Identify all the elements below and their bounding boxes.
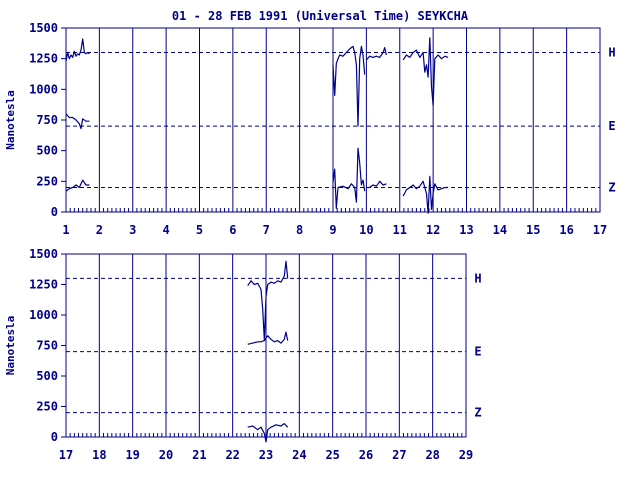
x-tick-label: 9 xyxy=(329,223,336,237)
series-h-trace xyxy=(332,45,366,127)
y-axis-label: Nanotesla xyxy=(4,316,17,376)
x-tick-label: 16 xyxy=(559,223,573,237)
baseline-label-z: Z xyxy=(474,406,481,420)
y-tick-label: 1500 xyxy=(29,247,58,261)
series-e-trace xyxy=(65,113,90,130)
x-tick-label: 25 xyxy=(325,448,339,462)
x-tick-label: 8 xyxy=(296,223,303,237)
panel-top: 1 2 3 4 5 6 7 8 9 10 11 12 13 14 15 16 17150012501000750… xyxy=(4,21,616,237)
series-z-trace xyxy=(402,175,449,214)
x-tick-label: 7 xyxy=(263,223,270,237)
x-tick-label: 5 xyxy=(196,223,203,237)
x-tick-label: 4 xyxy=(163,223,170,237)
y-tick-label: 1250 xyxy=(29,52,58,66)
x-tick-label: 3 xyxy=(129,223,136,237)
x-tick-label: 13 xyxy=(459,223,473,237)
x-tick-label: 20 xyxy=(159,448,173,462)
x-tick-label: 18 xyxy=(92,448,106,462)
y-tick-label: 750 xyxy=(36,339,58,353)
series-z-trace xyxy=(247,423,289,443)
x-tick-label: 21 xyxy=(192,448,206,462)
chart-title: 01 - 28 FEB 1991 (Universal Time) SEYKCH… xyxy=(172,9,469,23)
x-tick-label: 28 xyxy=(425,448,439,462)
panel-bottom: 17 18 19 20 21 22 23 24 25 26 27 28 29 1500 1250 1000 75… xyxy=(4,247,482,462)
x-tick-label: 12 xyxy=(426,223,440,237)
x-tick-label: 24 xyxy=(292,448,306,462)
baseline-label-h: H xyxy=(474,271,481,285)
x-tick-label: 2 xyxy=(96,223,103,237)
x-tick-label: 19 xyxy=(125,448,139,462)
y-tick-label: 500 xyxy=(36,144,58,158)
x-tick-label: 27 xyxy=(392,448,406,462)
x-tick-label: 6 xyxy=(229,223,236,237)
x-tick-label: 17 xyxy=(59,448,73,462)
series-h-trace xyxy=(247,260,289,340)
series-e-trace xyxy=(247,331,289,345)
x-tick-label: 15 xyxy=(526,223,540,237)
x-tick-label: 29 xyxy=(459,448,473,462)
baseline-label-h: H xyxy=(608,46,615,60)
series-h-trace xyxy=(365,46,387,61)
baseline-label-z: Z xyxy=(608,180,615,194)
series-z-trace xyxy=(366,180,387,189)
baseline-label-e: E xyxy=(608,119,615,133)
y-tick-label: 1000 xyxy=(29,308,58,322)
y-tick-label: 1250 xyxy=(29,278,58,292)
y-tick-label: 0 xyxy=(51,205,58,219)
series-z-trace xyxy=(65,179,90,192)
y-axis-label: Nanotesla xyxy=(4,90,17,150)
x-tick-label: 11 xyxy=(393,223,407,237)
x-tick-label: 1 xyxy=(62,223,69,237)
x-tick-label: 17 xyxy=(593,223,607,237)
y-tick-label: 1500 xyxy=(29,21,58,35)
series-h-trace xyxy=(402,37,449,106)
y-tick-label: 1000 xyxy=(29,82,58,96)
series-h-trace xyxy=(65,38,90,62)
baseline-label-e: E xyxy=(474,345,481,359)
series-z-trace xyxy=(332,147,366,209)
y-tick-label: 500 xyxy=(36,369,58,383)
y-tick-label: 250 xyxy=(36,400,58,414)
x-tick-label: 22 xyxy=(225,448,239,462)
x-tick-label: 26 xyxy=(359,448,373,462)
y-tick-label: 0 xyxy=(51,430,58,444)
y-tick-label: 750 xyxy=(36,113,58,127)
x-tick-label: 14 xyxy=(493,223,507,237)
x-tick-label: 23 xyxy=(259,448,273,462)
y-tick-label: 250 xyxy=(36,174,58,188)
x-tick-label: 10 xyxy=(359,223,373,237)
